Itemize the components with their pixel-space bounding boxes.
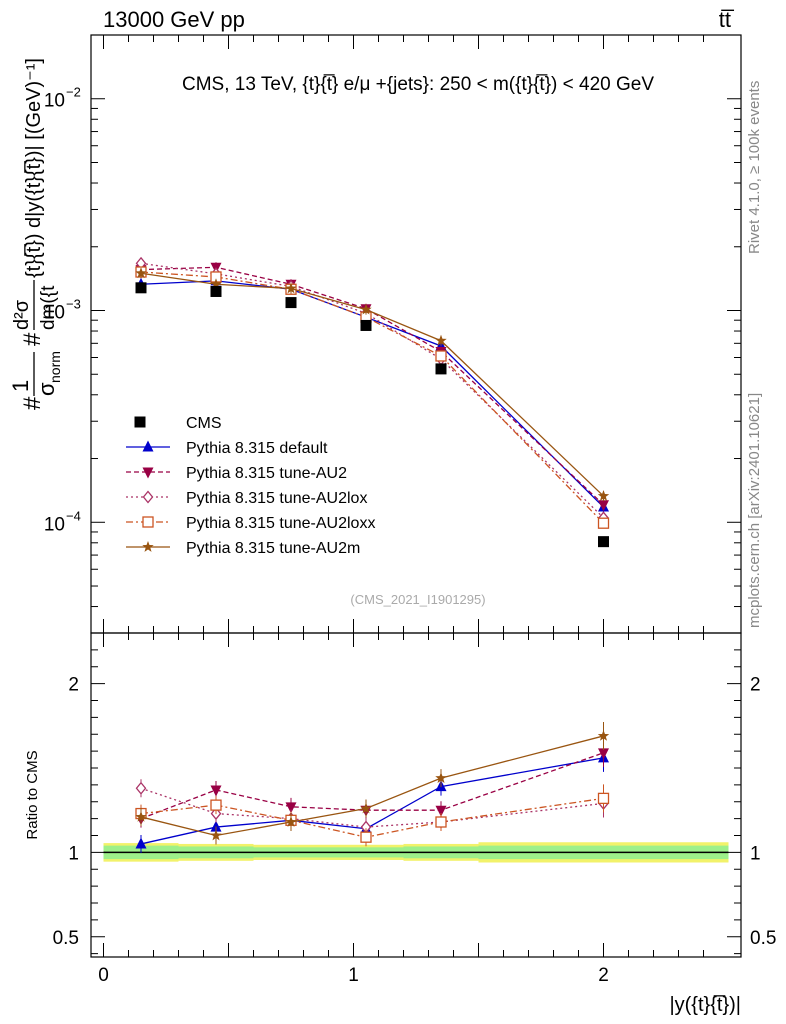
y-tick-label-0: 10 [44,91,65,112]
y-axis-label-sigma: σ [34,382,59,396]
rivet-version-label: Rivet 4.1.0, ≥ 100k events [746,81,763,254]
y-axis-label: # 1 σ norm # d²σ dm({t {t}{t̅}) d|y({t}{… [8,58,63,410]
ratio-line-1 [140,752,604,820]
cms-data-point-1 [210,285,222,297]
series-line-1 [140,266,604,506]
ratio-2-point-0 [135,781,147,795]
ratio-y-tick-label-right-1: 1 [750,843,761,864]
cms-data-point-4 [435,363,447,375]
series-4-point-1 [210,278,222,290]
series-3-point-4 [435,350,447,362]
ratio-0-point-1 [210,820,222,832]
series-line-4 [140,272,604,497]
y-axis-label-denominator: dm({t [38,285,59,330]
ratio-1-point-4 [435,805,447,817]
main-plot-marks [135,256,610,548]
x-axis-label: |y({t}{t̅})| [669,994,741,1016]
ratio-line-3 [140,797,604,838]
header-process-label: 13000 GeV pp [103,7,245,32]
series-4-point-2 [285,282,297,294]
y-tick-label-1: 10 [44,303,65,324]
ratio-1-point-2 [285,802,297,814]
ratio-y-tick-label-2: 2 [68,675,79,696]
ratio-3-point-5 [597,792,610,805]
x-tick-label-0: 0 [98,965,109,986]
cms-data-point-2 [285,297,297,309]
ratio-y-tick-label-0: 0.5 [53,928,79,949]
y-axis-label-tail: {t}{t̅}) d|y({t}{t̅})| [(GeV)⁻¹] [23,58,45,278]
ratio-1-point-5 [598,748,609,760]
ratio-4-point-2 [285,816,297,827]
mcplots-source-label: mcplots.cern.ch [arXiv:2401.10621] [746,393,763,628]
main-panel: 10−210−310−4 CMS, 13 TeV, {t}{t̅} e/μ +{… [44,34,742,634]
ratio-line-0 [140,757,604,845]
legend-marker-cms [134,416,146,428]
legend-marker-1 [142,467,154,479]
ratio-4-point-3 [360,802,372,814]
ratio-frame [90,632,742,958]
cms-data-point-0 [135,282,147,294]
legend-label-1: Pythia 8.315 tune-AU2 [186,465,347,482]
legend-label-0: Pythia 8.315 default [186,440,328,457]
y-axis-label-hash-2: # [19,332,46,346]
series-line-3 [140,271,604,524]
ratio-4-point-1 [210,829,222,841]
ratio-3-point-4 [435,816,447,828]
cms-data-point-5 [598,536,609,548]
ratio-plot-marks [103,721,729,863]
ratio-y-tick-label-right-0: 0.5 [750,928,776,949]
y-tick-exponent-2: −4 [66,508,81,523]
ratio-4-point-0 [135,810,147,822]
ratio-y-tick-label-1: 1 [68,843,79,864]
series-3-point-5 [597,517,610,529]
legend-label-cms: CMS [186,415,222,432]
series-line-2 [140,262,604,519]
series-4-point-0 [135,267,147,279]
ratio-1-point-1 [210,785,222,797]
ratio-0-point-0 [135,837,147,849]
y-axis-label-hash: # [19,396,46,410]
legend-label-2: Pythia 8.315 tune-AU2lox [186,490,367,507]
series-1-point-5 [598,500,609,512]
y-tick-exponent-1: −3 [66,297,81,312]
legend-marker-0 [142,440,154,452]
x-tick-label-1: 1 [348,965,359,986]
series-4-point-5 [597,490,610,501]
ratio-line-4 [140,735,604,837]
ratio-y-tick-label-right-2: 2 [750,675,761,696]
y-tick-label-2: 10 [44,514,65,535]
y-axis-label-one: 1 [8,380,33,392]
cms-data-point-3 [360,319,372,331]
x-tick-label-2: 2 [598,965,609,986]
main-axis-ticks: 10−210−310−4 [44,34,741,634]
ratio-4-point-4 [435,772,447,783]
ratio-y-axis-label: Ratio to CMS [24,750,41,839]
legend-marker-4 [142,541,154,552]
ratio-line-2 [140,787,604,828]
legend-marker-2 [142,490,154,504]
y-axis-label-numerator: d²σ [11,299,33,330]
ratio-3-point-1 [210,799,222,811]
ratio-axis-ticks: 0.5 0.5 1 1 2 2 0 1 2 [53,633,776,986]
legend-label-4: Pythia 8.315 tune-AU2m [186,540,360,557]
ratio-panel: 0.5 0.5 1 1 2 2 0 1 2 [53,632,776,986]
y-tick-exponent-0: −2 [66,85,81,100]
ratio-3-point-3 [360,831,372,843]
series-4-point-4 [435,334,447,346]
legend-label-3: Pythia 8.315 tune-AU2loxx [186,515,375,532]
analysis-watermark: (CMS_2021_I1901295) [350,592,485,607]
legend: CMS Pythia 8.315 default Pythia 8.315 tune… [126,415,375,557]
y-axis-label-norm: norm [47,351,63,383]
series-4-point-3 [360,303,372,315]
ratio-4-point-5 [597,729,610,741]
header-final-state-label: tt̅ [719,7,735,32]
chart-title: CMS, 13 TeV, {t}{t̅} e/μ +{jets}: 250 < … [182,74,654,95]
legend-marker-3 [142,516,154,528]
